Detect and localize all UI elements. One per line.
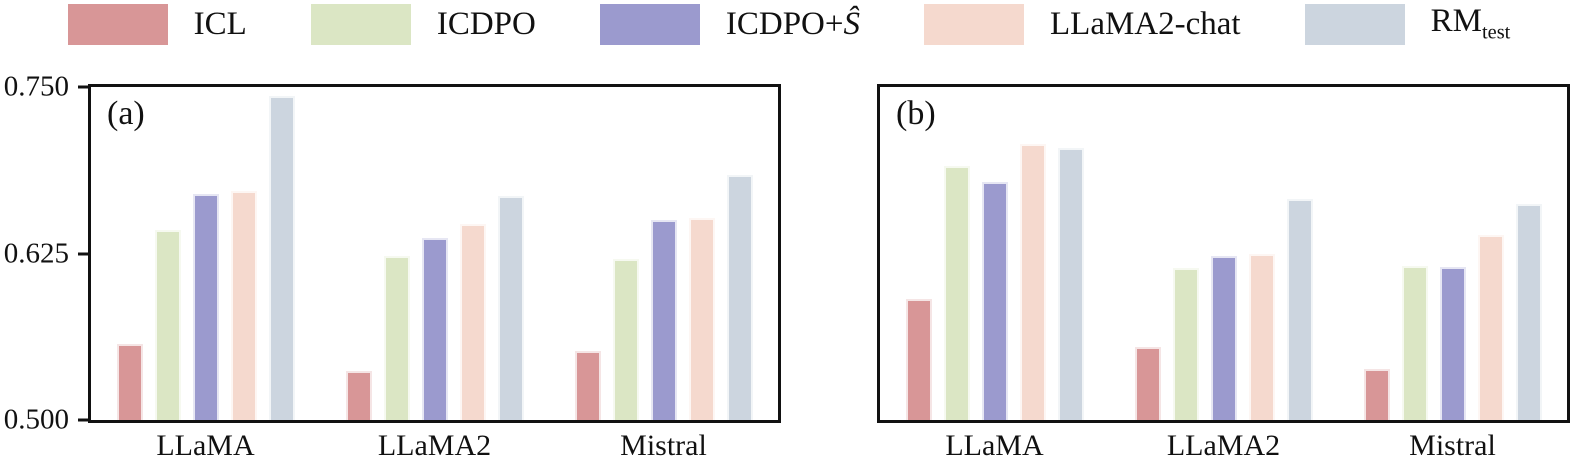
legend-item-2: ICDPO: [310, 4, 536, 45]
bar-group-LLaMA2: [1109, 87, 1338, 420]
bar-LLaMA2-chat-Mistral: [1477, 234, 1504, 420]
x-axis-labels: LLaMA LLaMA2 Mistral: [91, 431, 778, 461]
legend-label: ICDPO: [436, 6, 536, 42]
bars-area: [91, 87, 778, 420]
bar-group-Mistral: [549, 87, 778, 420]
legend-label: RMtest: [1430, 3, 1511, 45]
legend-item-1: ICL: [67, 4, 247, 45]
bar-ICDPO+Ŝ-Mistral: [650, 220, 677, 420]
x-tick-label-Mistral: Mistral: [1409, 429, 1496, 462]
bar-group-Mistral: [1338, 87, 1567, 420]
bar-ICL-Mistral: [1363, 369, 1390, 420]
legend-item-4: LLaMA2-chat: [924, 4, 1241, 45]
bar-ICL-LLaMA: [116, 344, 143, 420]
bar-ICDPO+Ŝ-LLaMA2: [421, 237, 448, 420]
y-tick-mark: [78, 85, 91, 89]
bar-group-LLaMA2: [320, 87, 549, 420]
legend-label: LLaMA2-chat: [1050, 6, 1241, 42]
legend-item-3: ICDPO+Ŝ: [599, 4, 860, 45]
bar-ICDPO+Ŝ-LLaMA: [981, 181, 1008, 420]
bar-LLaMA2-chat-LLaMA: [1019, 144, 1046, 420]
x-tick-label-LLaMA: LLaMA: [156, 429, 255, 462]
y-tick-mark: [78, 418, 91, 422]
legend-swatch-icon: [924, 4, 1024, 45]
bar-ICDPO-LLaMA: [154, 229, 181, 420]
legend-label: ICL: [193, 6, 247, 42]
legend: ICL ICDPO ICDPO+Ŝ LLaMA2-chat RMtest: [0, 4, 1578, 45]
bar-ICL-LLaMA2: [345, 370, 372, 420]
legend-item-5: RMtest: [1304, 3, 1511, 45]
bar-RM_test-LLaMA2: [1286, 198, 1313, 420]
panel-label: (b): [896, 95, 936, 132]
legend-swatch-icon: [67, 4, 168, 45]
panel-label: (a): [107, 95, 145, 132]
x-tick-label-LLaMA: LLaMA: [945, 429, 1044, 462]
bars-area: [880, 87, 1567, 420]
legend-swatch-icon: [1304, 4, 1405, 45]
bar-RM_test-LLaMA2: [497, 196, 524, 420]
x-axis-labels: LLaMA LLaMA2 Mistral: [880, 431, 1567, 461]
legend-swatch-icon: [599, 4, 700, 45]
bar-ICDPO-Mistral: [1401, 265, 1428, 420]
bar-RM_test-LLaMA: [1057, 148, 1084, 420]
bar-LLaMA2-chat-LLaMA: [230, 190, 257, 420]
bar-ICL-LLaMA2: [1134, 346, 1161, 420]
panel-b: (b) LLaMA LLaMA2 Mistral: [877, 84, 1570, 461]
panel-a: (a) LLaMA LLaMA2 Mistral 0.750 0.625 0.500: [4, 72, 781, 461]
x-tick-label-LLaMA2: LLaMA2: [1166, 429, 1281, 462]
bar-ICDPO-LLaMA: [943, 165, 970, 420]
y-tick-label: 0.625: [3, 237, 69, 269]
bar-ICL-Mistral: [574, 350, 601, 420]
bar-RM_test-Mistral: [726, 174, 753, 420]
y-tick-mark: [78, 252, 91, 255]
bar-LLaMA2-chat-Mistral: [688, 217, 715, 420]
bar-RM_test-LLaMA: [268, 96, 295, 420]
bar-LLaMA2-chat-LLaMA2: [459, 224, 486, 420]
bar-ICDPO+Ŝ-Mistral: [1439, 266, 1466, 420]
bar-ICDPO+Ŝ-LLaMA: [192, 193, 219, 420]
x-tick-label-LLaMA2: LLaMA2: [377, 429, 492, 462]
bar-ICDPO-Mistral: [612, 258, 639, 420]
bar-RM_test-Mistral: [1515, 204, 1542, 420]
legend-label: ICDPO+Ŝ: [725, 6, 860, 42]
x-tick-label-Mistral: Mistral: [620, 429, 707, 462]
bar-group-LLaMA: [880, 87, 1109, 420]
y-tick-label: 0.500: [3, 403, 69, 436]
y-tick-label: 0.750: [3, 70, 69, 103]
legend-swatch-icon: [310, 4, 411, 45]
bar-ICDPO-LLaMA2: [383, 256, 410, 420]
bar-group-LLaMA: [91, 87, 320, 420]
bar-ICL-LLaMA: [905, 298, 932, 420]
bar-ICDPO+Ŝ-LLaMA2: [1210, 256, 1237, 420]
bar-LLaMA2-chat-LLaMA2: [1248, 253, 1275, 420]
bar-ICDPO-LLaMA2: [1172, 268, 1199, 420]
